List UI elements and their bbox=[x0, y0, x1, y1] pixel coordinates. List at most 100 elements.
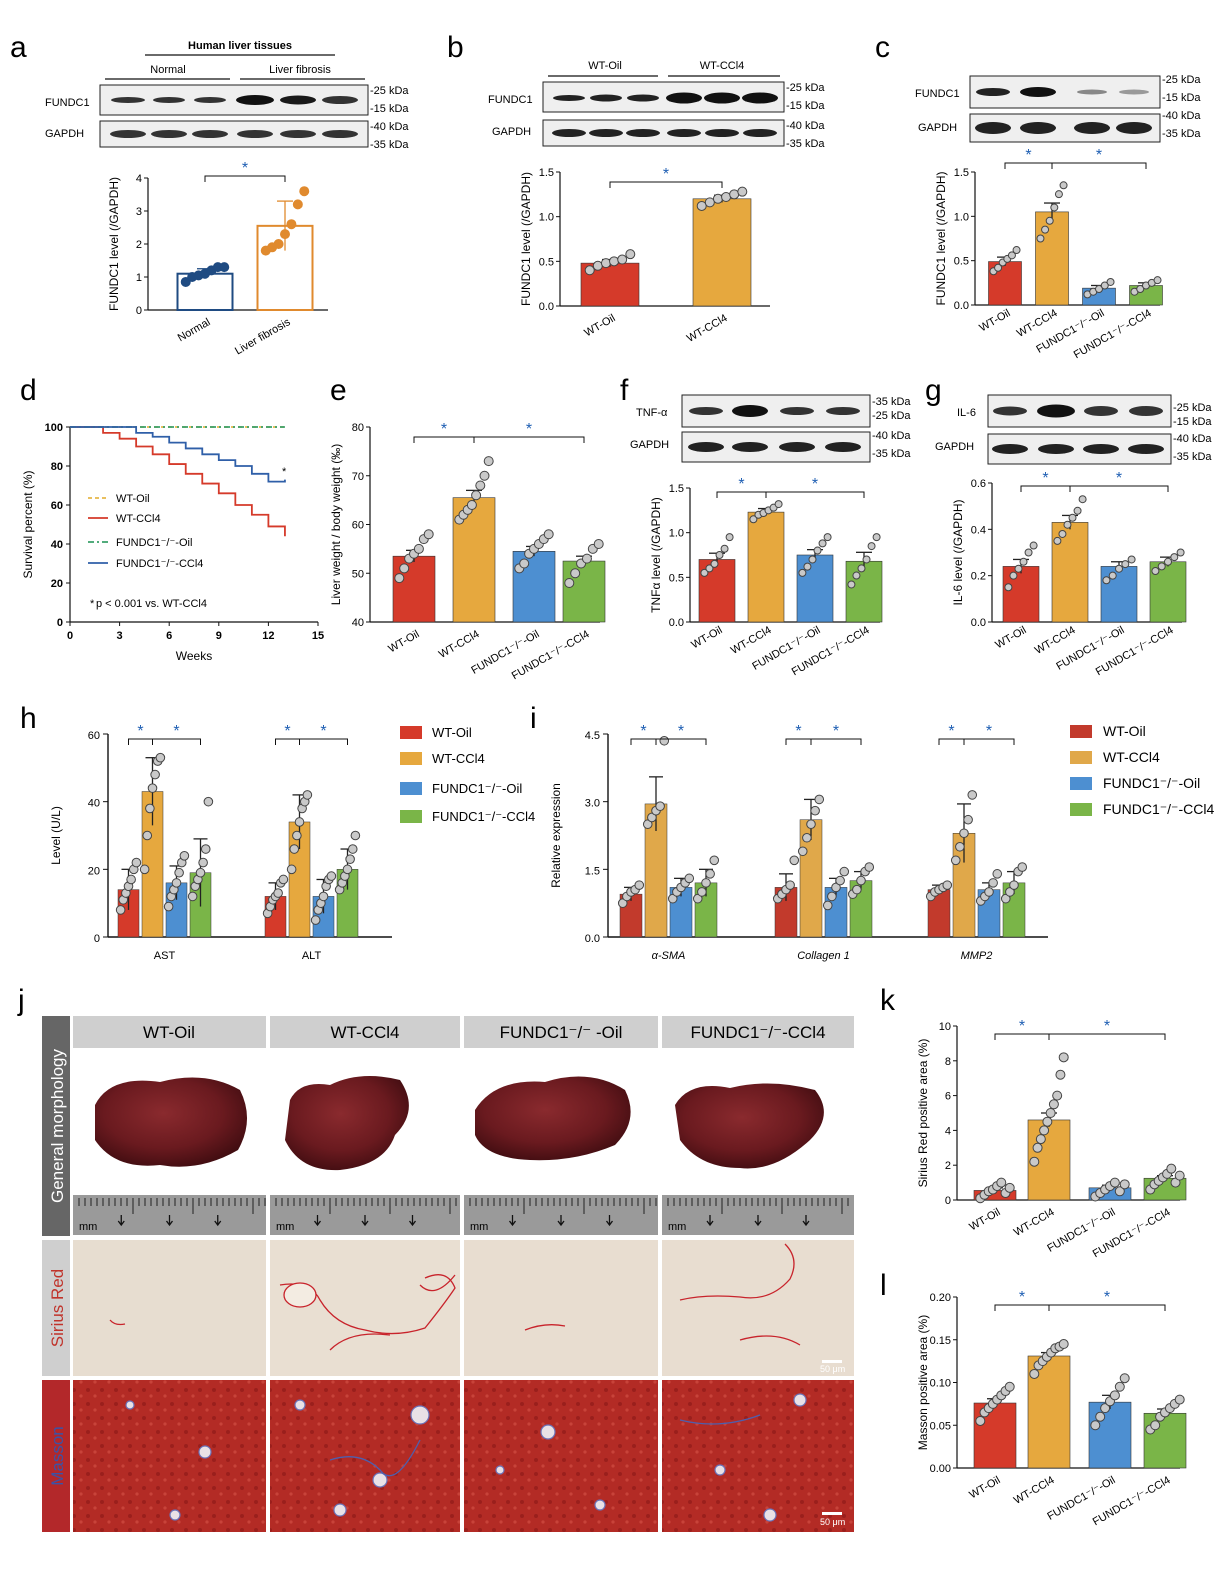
blot-g-row1: IL-6 bbox=[957, 407, 976, 419]
blot-a-group1: Normal bbox=[150, 64, 185, 76]
chart-g-data-point bbox=[1004, 583, 1013, 592]
legend-i: WT-Oil WT-CCl4 FUNDC1⁻/⁻-Oil FUNDC1⁻/⁻-C… bbox=[1070, 723, 1214, 817]
sirius-image-ko-oil bbox=[464, 1240, 658, 1376]
chart-c-data-point bbox=[1012, 246, 1021, 255]
chart-h-ytick-label: 20 bbox=[88, 865, 100, 877]
blot-b-row2: GAPDH bbox=[492, 126, 531, 138]
chart-b-data-point bbox=[617, 254, 628, 265]
chart-c-data-point bbox=[1041, 225, 1050, 234]
panel-label-i: i bbox=[530, 702, 537, 735]
chart-h-sig-star: * bbox=[137, 723, 143, 740]
legend-h-label-2: FUNDC1⁻/⁻-Oil bbox=[432, 781, 522, 796]
chart-f-data-point bbox=[710, 559, 719, 568]
chart-e-ylabel: Liver weight / body weight (‰) bbox=[329, 444, 343, 605]
chart-l-data-point bbox=[975, 1415, 986, 1426]
chart-h-sig-star: * bbox=[320, 723, 326, 740]
chart-f-bar bbox=[747, 511, 785, 623]
chart-h-sig-star: * bbox=[173, 723, 179, 740]
chart-i-data-point bbox=[697, 887, 707, 897]
chart-d-legend-label: WT-CCl4 bbox=[116, 513, 161, 525]
chart-e-data-point bbox=[519, 558, 530, 569]
chart-k-data-point bbox=[1045, 1108, 1056, 1118]
chart-f-ytick-label: 1.5 bbox=[669, 483, 684, 495]
chart-h-data-point bbox=[347, 844, 358, 854]
chart-i-data-point bbox=[1017, 862, 1028, 872]
chart-e-data-point bbox=[593, 539, 604, 549]
chart-l-xtick-label: WT-Oil bbox=[967, 1474, 1002, 1501]
chart-c-data-point bbox=[1136, 285, 1145, 294]
blot-c-m2: -15 kDa bbox=[1162, 92, 1201, 104]
chart-d-ytick-label: 100 bbox=[45, 422, 63, 434]
chart-d-ytick-label: 0 bbox=[57, 617, 63, 629]
panel-label-h: h bbox=[20, 702, 37, 735]
blot-a-m4: -35 kDa bbox=[370, 139, 409, 151]
chart-g-data-point bbox=[1009, 571, 1018, 580]
chart-g-data-point bbox=[1078, 495, 1087, 504]
chart-i-data-point bbox=[789, 855, 800, 866]
chart-e-data-point bbox=[471, 490, 482, 501]
scale-bar-masson bbox=[822, 1512, 842, 1515]
legend-h-swatch-ko-ccl4 bbox=[400, 810, 422, 823]
chart-f-data-point bbox=[700, 568, 709, 577]
row-header-masson bbox=[42, 1380, 70, 1532]
chart-f-data-point bbox=[715, 551, 724, 559]
blot-a-row2: GAPDH bbox=[45, 128, 84, 140]
blot-f-m2: -25 kDa bbox=[872, 410, 911, 422]
chart-d-xtick-label: 3 bbox=[117, 630, 123, 642]
chart-e-xtick-label: WT-CCl4 bbox=[437, 628, 482, 661]
chart-h-data-point bbox=[302, 790, 313, 800]
chart-h-ytick-label: 40 bbox=[88, 798, 100, 810]
chart-c-data-point bbox=[1007, 251, 1016, 260]
chart-k: 0 2 4 6 8 10 Sirius Red positive area (%) WT-Oi… bbox=[916, 1018, 1187, 1260]
chart-c-data-point bbox=[1106, 277, 1115, 286]
chart-b-sig-bracket bbox=[609, 181, 723, 188]
chart-b-data-point bbox=[704, 197, 715, 208]
chart-d-xtick-label: 6 bbox=[166, 630, 172, 642]
chart-i-data-point bbox=[1000, 893, 1011, 904]
chart-a-ylabel: FUNDC1 level (/GAPDH) bbox=[107, 177, 121, 311]
chart-i-sig-bracket bbox=[811, 738, 862, 745]
chart-k-data-point bbox=[1052, 1090, 1063, 1101]
ruler-unit-label: mm bbox=[276, 1221, 294, 1233]
chart-e-data-point bbox=[543, 529, 554, 540]
chart-a-ytick-label: 3 bbox=[136, 206, 142, 218]
chart-i-data-point bbox=[822, 900, 833, 911]
row-header-sirius bbox=[42, 1240, 70, 1376]
legend-h-label-1: WT-CCl4 bbox=[432, 751, 485, 766]
panel-label-l: l bbox=[880, 1269, 887, 1302]
chart-e-data-point bbox=[466, 500, 477, 510]
chart-e-data-point bbox=[413, 543, 424, 554]
chart-b-data-point bbox=[609, 256, 620, 267]
chart-k-data-point bbox=[1119, 1179, 1130, 1190]
chart-e-bar bbox=[392, 555, 436, 623]
chart-k-ytick-label: 0 bbox=[945, 1195, 951, 1207]
chart-e-data-point bbox=[394, 573, 405, 584]
chart-b-data-point bbox=[584, 265, 595, 276]
chart-c-data-point bbox=[1153, 276, 1162, 285]
panel-label-k: k bbox=[880, 984, 896, 1017]
chart-a-sig-star: * bbox=[242, 160, 248, 177]
col-label-0: WT-Oil bbox=[143, 1023, 195, 1042]
ruler-arrow-icon bbox=[408, 1215, 417, 1227]
chart-i-data-point bbox=[959, 828, 969, 839]
chart-e-data-point bbox=[423, 529, 434, 540]
chart-a-ytick-label: 2 bbox=[136, 239, 142, 251]
chart-e-data-point bbox=[483, 456, 494, 467]
chart-i-ylabel: Relative expression bbox=[549, 783, 563, 888]
chart-g-bar bbox=[1051, 522, 1089, 623]
chart-a-ytick-label: 4 bbox=[136, 173, 142, 185]
chart-l-ylabel: Masson positive area (%) bbox=[916, 1315, 930, 1450]
chart-f-sig-star: * bbox=[738, 476, 744, 493]
chart-g-data-point bbox=[1068, 513, 1077, 522]
chart-h-data-point bbox=[326, 871, 337, 881]
blot-f-m3: -40 kDa bbox=[872, 430, 911, 442]
chart-h-data-point bbox=[273, 888, 283, 898]
chart-l-ytick-label: 0.10 bbox=[930, 1378, 951, 1390]
chart-f-bar bbox=[796, 554, 834, 623]
chart-b-ylabel: FUNDC1 level (/GAPDH) bbox=[519, 172, 533, 306]
chart-l-bar bbox=[1143, 1412, 1187, 1469]
blot-b-m1: -25 kDa bbox=[786, 82, 825, 94]
chart-i-data-point bbox=[950, 855, 961, 866]
chart-i-data-point bbox=[827, 891, 837, 902]
